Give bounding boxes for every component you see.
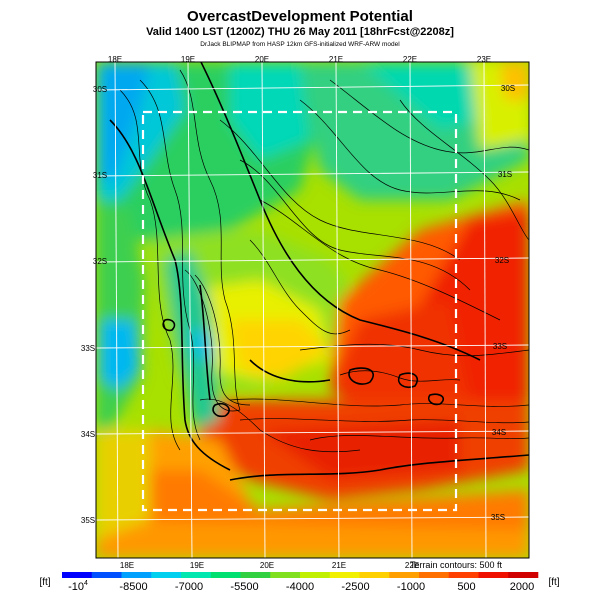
colorbar-swatch: [62, 572, 93, 578]
lat-label: 33S: [81, 344, 95, 353]
colorbar-tick-label: -104: [68, 580, 88, 593]
colorbar-tick-label: 2000: [510, 581, 534, 593]
colorbar-tick-label: -1000: [397, 581, 425, 593]
colorbar-unit-right: [ft]: [548, 577, 559, 588]
terrain-contours: [119, 69, 529, 453]
lat-label: 35S: [491, 513, 505, 522]
colorbar-swatch: [240, 572, 271, 578]
lon-labels-top: 18E 19E 20E 21E 22E 23E: [108, 55, 491, 64]
colorbar-swatch: [478, 572, 509, 578]
terrain-contour-note: Terrain contours: 500 ft: [410, 560, 503, 570]
lon-label: 18E: [120, 561, 134, 570]
colorbar-swatch: [210, 572, 241, 578]
colorbar-swatch: [181, 572, 212, 578]
lat-labels-left: 30S 31S 32S 33S 34S 35S: [81, 85, 107, 525]
colorbar-swatch: [419, 572, 450, 578]
lat-label: 31S: [498, 170, 512, 179]
map-title: OvercastDevelopment Potential: [187, 8, 413, 25]
lon-labels-bottom: 18E 19E 20E 21E 22E: [120, 561, 419, 570]
colorbar-swatch: [359, 572, 390, 578]
lon-label: 19E: [190, 561, 204, 570]
colorbar-tick-label: -7000: [175, 581, 203, 593]
model-credit: DrJack BLIPMAP from HASP 12km GFS-initia…: [200, 41, 400, 48]
colorbar-tick-label: -2500: [341, 581, 369, 593]
colorbar-tick-label: -5500: [230, 581, 258, 593]
colorbar-tick-label: 500: [457, 581, 475, 593]
lon-label: 22E: [403, 55, 417, 64]
colorbar-swatch: [151, 572, 182, 578]
lat-label: 32S: [495, 256, 509, 265]
lat-label: 35S: [81, 516, 95, 525]
lon-label: 19E: [181, 55, 195, 64]
colorbar-swatch: [300, 572, 331, 578]
colorbar-swatch: [448, 572, 479, 578]
colorbar-swatch: [121, 572, 152, 578]
inner-domain-box: [141, 110, 458, 512]
lon-label: 21E: [329, 55, 343, 64]
lon-label: 20E: [255, 55, 269, 64]
lat-label: 32S: [93, 257, 107, 266]
lat-label: 34S: [81, 430, 95, 439]
valid-time-subtitle: Valid 1400 LST (1200Z) THU 26 May 2011 […: [146, 26, 454, 38]
colorbar: [62, 572, 539, 578]
colorbar-swatch: [508, 572, 539, 578]
map-border: [95, 61, 530, 559]
lat-label: 33S: [493, 342, 507, 351]
terrain-contours-major: [109, 62, 529, 481]
graticule: [96, 62, 529, 558]
colorbar-swatch: [389, 572, 420, 578]
lon-label: 22E: [405, 561, 419, 570]
colorbar-tick-label: -4000: [286, 581, 314, 593]
colorbar-tick-label: -8500: [119, 581, 147, 593]
lon-label: 21E: [332, 561, 346, 570]
potential-field: [96, 62, 529, 558]
colorbar-unit-left: [ft]: [39, 577, 50, 588]
lat-label: 34S: [492, 428, 506, 437]
lon-label: 20E: [260, 561, 274, 570]
lat-labels-right: 30S 31S 32S 33S 34S 35S: [491, 84, 515, 522]
colorbar-ticks: -104 -8500 -7000 -5500 -4000 -2500 -1000 500 200…: [68, 580, 534, 593]
lat-label: 30S: [501, 84, 515, 93]
lon-label: 18E: [108, 55, 122, 64]
colorbar-swatch: [270, 572, 301, 578]
colorbar-swatch: [329, 572, 360, 578]
colorbar-swatch: [91, 572, 122, 578]
lat-label: 31S: [93, 171, 107, 180]
lon-label: 23E: [477, 55, 491, 64]
lat-label: 30S: [93, 85, 107, 94]
